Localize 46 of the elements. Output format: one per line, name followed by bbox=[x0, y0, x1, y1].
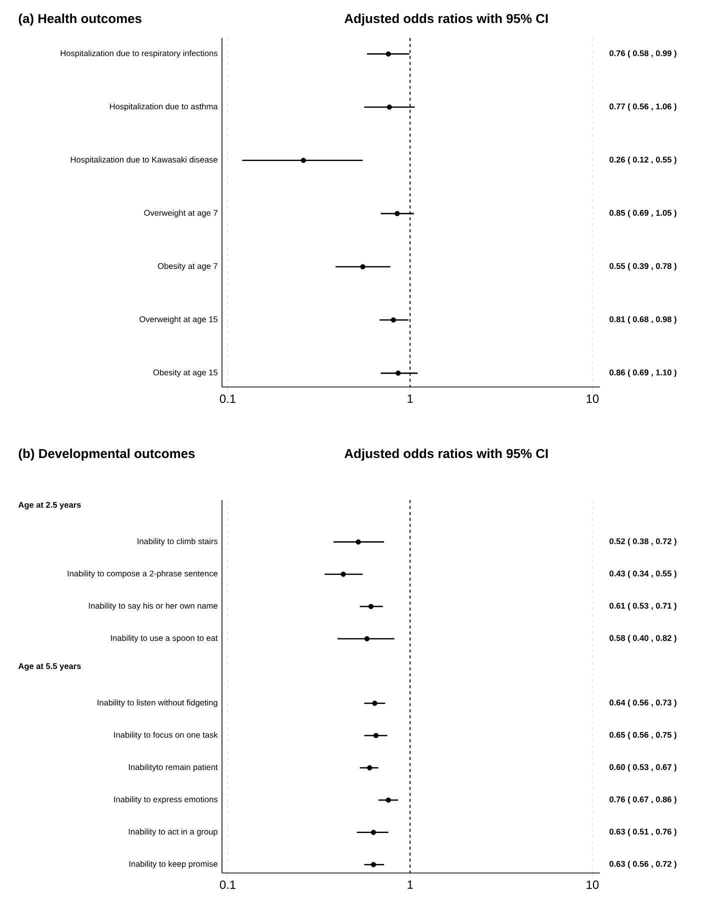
y-tick-label: Inability to act in a group bbox=[128, 828, 218, 836]
y-tick-label: Obesity at age 7 bbox=[158, 262, 218, 271]
x-tick-label: 10 bbox=[586, 880, 599, 889]
data-label: 0.81 ( 0.68 , 0.98 ) bbox=[610, 316, 676, 324]
data-label: 0.77 ( 0.56 , 1.06 ) bbox=[610, 103, 676, 112]
data-label: 0.43 ( 0.34 , 0.55 ) bbox=[610, 570, 676, 578]
x-tick-label: 1 bbox=[408, 394, 413, 403]
data-label: 0.65 ( 0.56 , 0.75 ) bbox=[610, 732, 676, 740]
data-label: 0.86 ( 0.69 , 1.10 ) bbox=[610, 369, 676, 378]
y-tick-label: Inability to say his or her own name bbox=[88, 602, 218, 610]
y-tick-label: Inability to keep promise bbox=[129, 860, 218, 868]
data-label: 0.63 ( 0.56 , 0.72 ) bbox=[610, 860, 676, 868]
y-tick-label: Hospitalization due to Kawasaki disease bbox=[70, 156, 218, 164]
text: Age at 5.5 years bbox=[18, 663, 81, 671]
data-label: 0.58 ( 0.40 , 0.82 ) bbox=[610, 634, 676, 643]
data-label: 0.61 ( 0.53 , 0.71 ) bbox=[610, 602, 676, 610]
data-label: 0.64 ( 0.56 , 0.73 ) bbox=[610, 699, 676, 708]
x-tick-label: 0.1 bbox=[220, 394, 236, 403]
y-tick-label: Inability to express emotions bbox=[114, 796, 218, 804]
y-tick-label: Overweight at age 15 bbox=[140, 316, 218, 324]
y-tick-label: Inability to focus on one task bbox=[114, 732, 218, 740]
y-tick-label: Inability to listen without fidgeting bbox=[98, 699, 218, 708]
data-label: 0.76 ( 0.58 , 0.99 ) bbox=[610, 50, 676, 58]
data-label: 0.76 ( 0.67 , 0.86 ) bbox=[610, 796, 676, 804]
y-tick-label: Inability to compose a 2-phrase sentence bbox=[68, 570, 218, 578]
y-tick-label: Hospitalization due to respiratory infections bbox=[60, 50, 218, 58]
text: (a) Health outcomes bbox=[18, 14, 142, 26]
y-tick-label: Obesity at age 15 bbox=[153, 369, 218, 378]
data-label: 0.85 ( 0.69 , 1.05 ) bbox=[610, 210, 676, 218]
y-tick-label: Inabilityto remain patient bbox=[128, 764, 218, 772]
text: (b) Developmental outcomes bbox=[18, 448, 195, 461]
text: Age at 2.5 years bbox=[18, 502, 81, 510]
x-tick-label: 0.1 bbox=[220, 880, 236, 889]
chart-subtitle: Adjusted odds ratios with 95% CI bbox=[344, 448, 548, 461]
data-label: 0.26 ( 0.12 , 0.55 ) bbox=[610, 156, 676, 164]
data-label: 0.52 ( 0.38 , 0.72 ) bbox=[610, 538, 676, 546]
data-label: 0.63 ( 0.51 , 0.76 ) bbox=[610, 828, 676, 836]
y-tick-label: Inability to climb stairs bbox=[138, 538, 218, 546]
x-tick-label: 10 bbox=[586, 394, 599, 403]
y-tick-label: Overweight at age 7 bbox=[144, 210, 218, 218]
data-label: 0.55 ( 0.39 , 0.78 ) bbox=[610, 262, 676, 271]
y-tick-label: Hospitalization due to asthma bbox=[110, 103, 218, 112]
x-tick-label: 1 bbox=[408, 880, 413, 889]
chart-subtitle: Adjusted odds ratios with 95% CI bbox=[344, 14, 548, 26]
y-tick-label: Inability to use a spoon to eat bbox=[110, 634, 218, 643]
data-label: 0.60 ( 0.53 , 0.67 ) bbox=[610, 764, 676, 772]
